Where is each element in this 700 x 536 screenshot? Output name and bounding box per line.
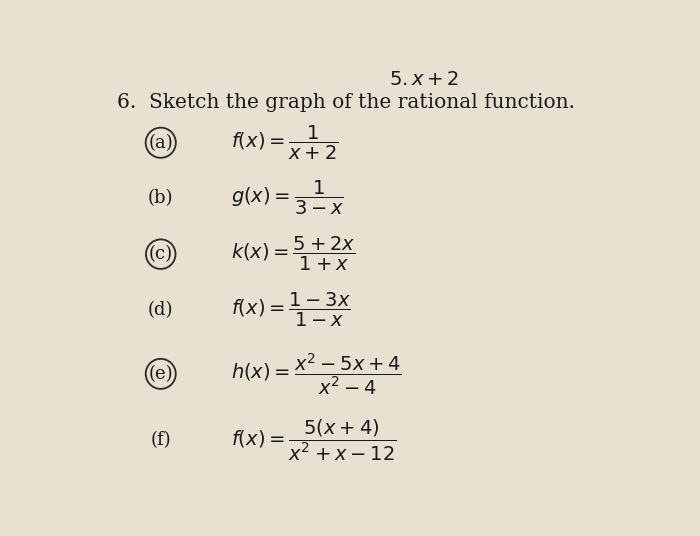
Text: $k(x) = \dfrac{5+2x}{1+x}$: $k(x) = \dfrac{5+2x}{1+x}$ xyxy=(231,235,356,273)
Text: $f(x) = \dfrac{1}{x+2}$: $f(x) = \dfrac{1}{x+2}$ xyxy=(231,124,339,162)
Text: $h(x) = \dfrac{x^2-5x+4}{x^2-4}$: $h(x) = \dfrac{x^2-5x+4}{x^2-4}$ xyxy=(231,351,402,397)
Text: $f(x) = \dfrac{1-3x}{1-x}$: $f(x) = \dfrac{1-3x}{1-x}$ xyxy=(231,291,351,329)
Text: (d): (d) xyxy=(148,301,174,319)
Text: (a): (a) xyxy=(148,134,173,152)
Text: (b): (b) xyxy=(148,189,174,207)
Text: $5.x + 2$: $5.x + 2$ xyxy=(389,71,459,88)
Text: (e): (e) xyxy=(148,365,173,383)
Text: 6.  Sketch the graph of the rational function.: 6. Sketch the graph of the rational func… xyxy=(118,93,575,112)
Text: (f): (f) xyxy=(150,431,171,449)
Text: $g(x) = \dfrac{1}{3-x}$: $g(x) = \dfrac{1}{3-x}$ xyxy=(231,180,344,218)
Text: $f(x) = \dfrac{5(x+4)}{x^2+x-12}$: $f(x) = \dfrac{5(x+4)}{x^2+x-12}$ xyxy=(231,417,397,463)
Text: (c): (c) xyxy=(148,245,173,263)
